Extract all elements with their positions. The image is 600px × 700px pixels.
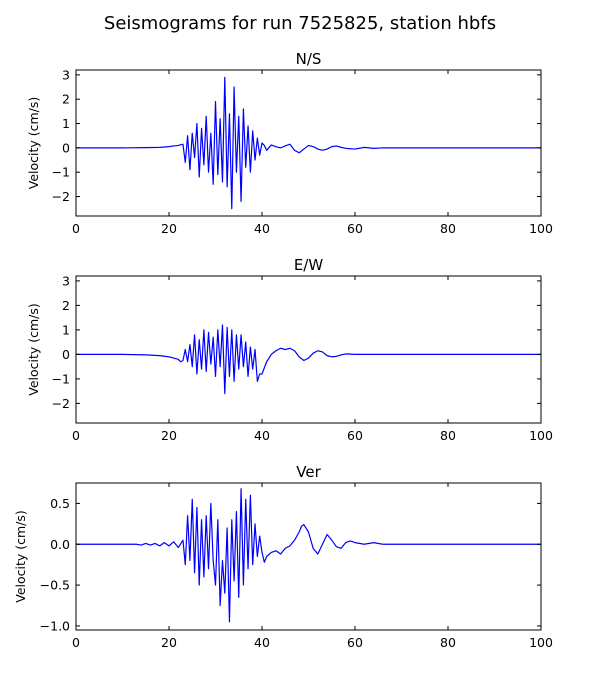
series-line-ns-0 — [76, 76, 541, 210]
x-tick-label-ns-1: 20 — [161, 221, 177, 236]
panel-ver: Ver 0 20 40 60 80 100 −1.0 −0.5 0.0 0.5 Velocity (c… — [13, 463, 553, 650]
y-tick-label-ver-2: 0.0 — [50, 537, 70, 552]
panel-ew: E/W 0 20 40 60 80 100 −2 −1 0 1 2 3 Velocity (cm/s) — [26, 256, 553, 443]
x-tick-label-ew-5: 100 — [529, 428, 553, 443]
y-tick-label-ew-4: 2 — [62, 298, 70, 313]
y-tick-label-ew-0: −2 — [52, 396, 70, 411]
x-tick-label-ns-4: 80 — [440, 221, 456, 236]
y-axis-label-ver: Velocity (cm/s) — [13, 510, 28, 603]
x-tick-label-ew-2: 40 — [254, 428, 270, 443]
y-tick-label-ns-4: 2 — [62, 92, 70, 107]
series-line-ver-0 — [76, 488, 541, 623]
panel-title-ver: Ver — [296, 463, 321, 481]
x-tick-label-ew-1: 20 — [161, 428, 177, 443]
y-tick-label-ns-2: 0 — [62, 140, 70, 155]
y-tick-label-ns-1: −1 — [52, 165, 70, 180]
x-tick-label-ew-0: 0 — [72, 428, 80, 443]
axes-frame-ns — [75, 69, 542, 217]
x-tick-label-ns-0: 0 — [72, 221, 80, 236]
y-tick-label-ver-3: 0.5 — [50, 496, 70, 511]
y-axis-label-ns: Velocity (cm/s) — [26, 97, 41, 190]
y-tick-label-ns-0: −2 — [52, 189, 70, 204]
y-tick-label-ver-1: −0.5 — [40, 578, 70, 593]
y-tick-label-ew-2: 0 — [62, 347, 70, 362]
x-tick-label-ns-5: 100 — [529, 221, 553, 236]
y-tick-label-ew-1: −1 — [52, 371, 70, 386]
x-tick-label-ver-2: 40 — [254, 635, 270, 650]
x-tick-label-ew-4: 80 — [440, 428, 456, 443]
x-tick-label-ver-4: 80 — [440, 635, 456, 650]
y-axis-label-ew: Velocity (cm/s) — [26, 303, 41, 396]
x-tick-label-ns-3: 60 — [347, 221, 363, 236]
x-tick-label-ver-1: 20 — [161, 635, 177, 650]
y-tick-label-ns-5: 3 — [62, 67, 70, 82]
x-tick-label-ver-0: 0 — [72, 635, 80, 650]
axes-frame-ver — [75, 482, 542, 631]
figure-title: Seismograms for run 7525825, station hbf… — [104, 13, 496, 34]
x-tick-label-ew-3: 60 — [347, 428, 363, 443]
y-tick-label-ew-3: 1 — [62, 322, 70, 337]
panel-ns: N/S 0 20 40 60 80 100 −2 −1 0 1 2 3 Velocity (cm/s) — [26, 50, 553, 236]
axes-frame-ew — [75, 275, 542, 424]
y-tick-label-ver-0: −1.0 — [40, 618, 70, 633]
panel-title-ns: N/S — [296, 50, 322, 68]
y-tick-label-ns-3: 1 — [62, 116, 70, 131]
x-tick-label-ver-5: 100 — [529, 635, 553, 650]
panel-title-ew: E/W — [294, 256, 324, 274]
x-tick-label-ns-2: 40 — [254, 221, 270, 236]
series-line-ew-0 — [76, 324, 541, 395]
x-tick-label-ver-3: 60 — [347, 635, 363, 650]
y-tick-label-ew-5: 3 — [62, 273, 70, 288]
